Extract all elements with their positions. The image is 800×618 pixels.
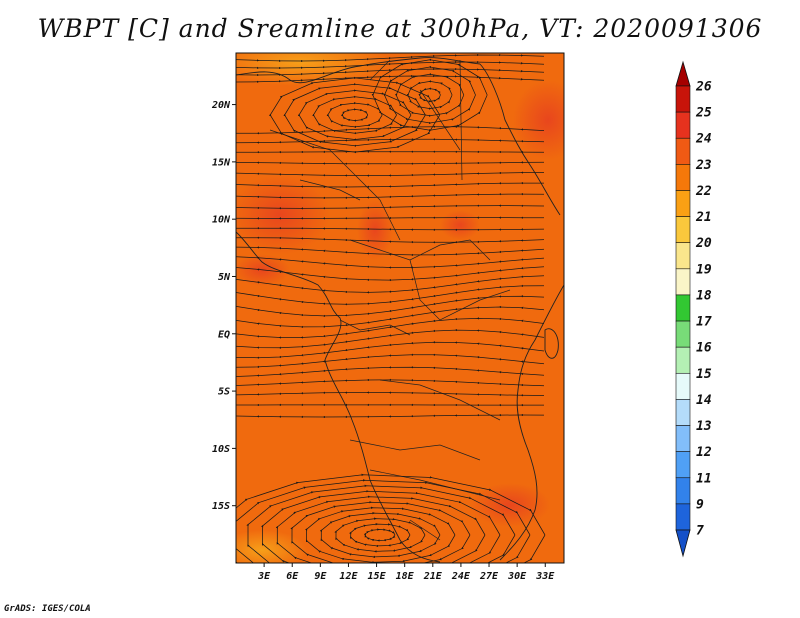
colorbar-label: 7 [696, 524, 704, 539]
streamline [236, 181, 544, 189]
x-tick-label: 24E [451, 571, 471, 582]
x-tick-label: 18E [396, 571, 415, 582]
x-tick-label: 30E [507, 571, 527, 582]
colorbar-label: 14 [696, 393, 712, 408]
streamline [236, 192, 545, 200]
streamlines [236, 53, 546, 563]
x-tick-label: 9E [314, 571, 327, 582]
streamline [236, 204, 545, 210]
colorbar-segment [675, 399, 691, 426]
y-tick-label: 15N [212, 157, 231, 168]
streamline [236, 74, 545, 84]
streamline [236, 473, 546, 563]
warm-region-sudan [440, 210, 480, 240]
x-tick-label: 33E [535, 571, 555, 582]
y-tick-label: 10N [212, 215, 231, 226]
colorbar-label: 24 [695, 132, 712, 147]
streamline [236, 246, 545, 257]
colorbar-segment [675, 294, 691, 322]
colorbar-label: 22 [695, 184, 712, 199]
x-tick-label: 12E [339, 571, 358, 582]
streamline [236, 216, 545, 220]
colorbar-segment [675, 346, 691, 374]
colorbar-segment [675, 85, 691, 113]
colorbar-label: 15 [696, 367, 712, 382]
colorbar-segment [675, 372, 691, 400]
streamline [236, 161, 545, 166]
y-tick-label: 5S [218, 387, 230, 398]
colorbar-segment [675, 137, 691, 165]
y-tick-label: 20N [211, 100, 231, 111]
colorbar-segment [675, 190, 691, 217]
colorbar-segment [675, 242, 691, 270]
wbpt-field [236, 53, 564, 563]
colorbar-segment [675, 268, 691, 296]
colorbar-label: 9 [696, 497, 704, 512]
streamline [236, 67, 545, 77]
streamline [236, 236, 545, 244]
coastline-red-sea [479, 63, 561, 216]
colorbar-segment [675, 111, 691, 139]
y-tick-label: EQ [218, 329, 230, 340]
colorbar-label: 19 [696, 262, 712, 277]
colorbar: 26 25 24 23 22 21 20 19 18 17 16 15 14 13 12 11 9 7 [675, 60, 712, 558]
y-tick-label: 5N [218, 272, 231, 283]
streamline [236, 366, 545, 377]
x-tick-label: 21E [423, 571, 443, 582]
colorbar-label: 21 [695, 210, 712, 225]
colorbar-label: 18 [696, 288, 712, 303]
colorbar-segment [675, 164, 691, 191]
colorbar-label: 11 [696, 471, 712, 486]
lake-victoria [544, 328, 559, 359]
streamline [236, 226, 545, 232]
cool-region-southwest [236, 530, 307, 563]
warm-region-red-sea [513, 80, 564, 160]
colorbar-segment [675, 320, 691, 348]
colorbar-segment [675, 477, 691, 505]
colorbar-label: 12 [696, 445, 712, 460]
colorbar-label: 25 [695, 106, 712, 121]
map-frame [235, 52, 565, 564]
streamline [236, 413, 545, 419]
x-tick-label: 3E [257, 571, 271, 582]
y-axis: 20N 15N 10N 5N EQ 5S 10S 15S [211, 100, 236, 512]
x-axis: 3E 6E 9E 12E 15E 18E 21E 24E 27E 30E 33E [257, 563, 555, 582]
streamline [236, 378, 545, 387]
x-tick-label: 27E [479, 571, 499, 582]
map-title: WBPT [C] and Sreamline at 300hPa, VT: 20… [37, 14, 763, 43]
x-tick-label: 15E [368, 571, 387, 582]
colorbar-segment [675, 425, 691, 452]
colorbar-label: 17 [696, 315, 712, 330]
warm-region-mozambique [470, 483, 550, 527]
streamline [236, 391, 545, 397]
colorbar-label: 13 [696, 419, 712, 434]
y-tick-label: 10S [212, 444, 230, 455]
colorbar-label: 16 [696, 341, 712, 356]
colorbar-label: 20 [695, 236, 712, 251]
streamline [236, 171, 545, 177]
colorbar-segment [675, 503, 691, 531]
colorbar-bottom-arrow [675, 529, 691, 558]
colorbar-top-arrow [675, 60, 691, 87]
colorbar-label: 26 [695, 80, 712, 95]
grads-credit: GrADS: IGES/COLA [4, 604, 91, 614]
y-tick-label: 15S [212, 501, 230, 512]
colorbar-segment [675, 216, 691, 244]
colorbar-label: 23 [695, 158, 712, 173]
x-tick-label: 6E [286, 571, 299, 582]
colorbar-segment [675, 451, 691, 479]
streamline [236, 353, 545, 369]
warm-region-chad [357, 200, 393, 260]
